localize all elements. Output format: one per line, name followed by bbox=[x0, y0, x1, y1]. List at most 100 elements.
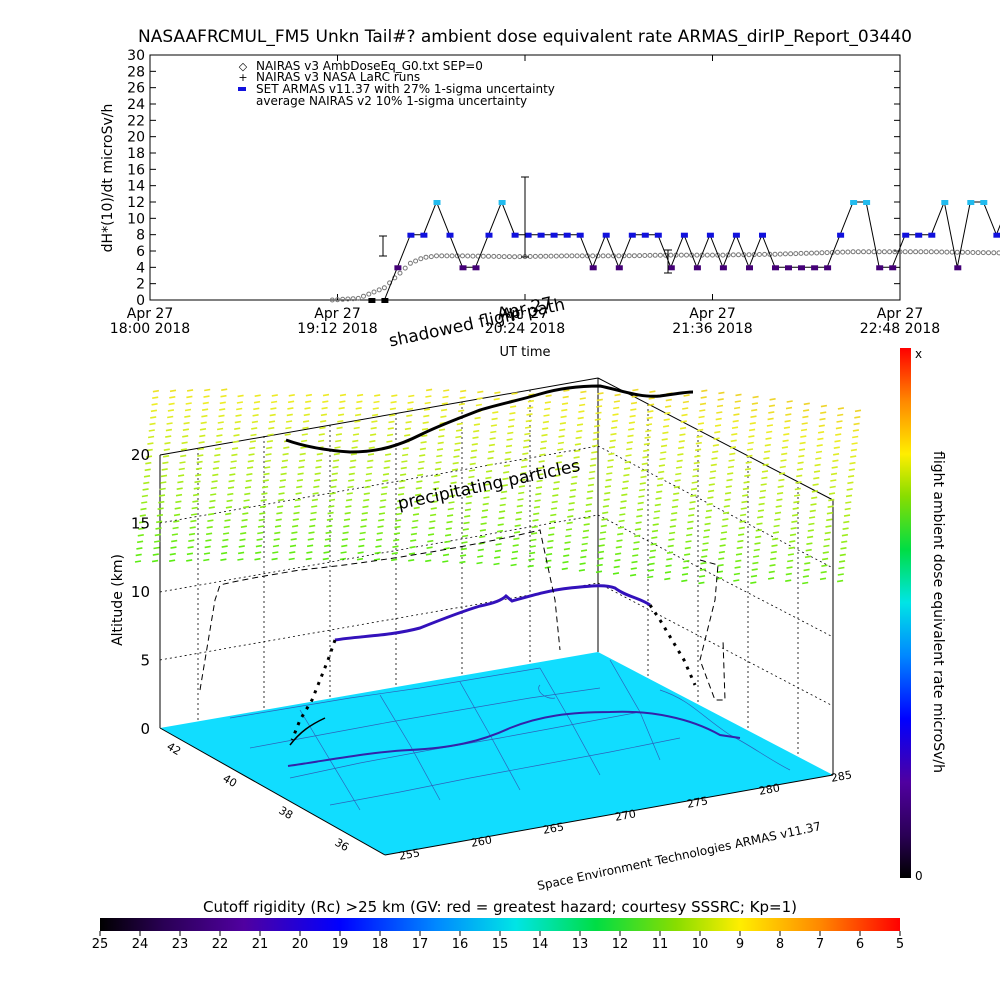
particle-mark bbox=[830, 479, 837, 482]
particle-mark bbox=[493, 397, 500, 401]
particle-mark bbox=[302, 426, 309, 430]
particle-mark bbox=[448, 501, 455, 504]
particle-mark bbox=[293, 511, 300, 515]
particle-mark bbox=[679, 426, 687, 430]
particle-mark bbox=[593, 424, 601, 428]
particle-mark bbox=[543, 414, 550, 417]
particle-mark bbox=[648, 397, 655, 400]
particle-mark bbox=[331, 472, 338, 476]
particle-mark bbox=[529, 545, 536, 548]
particle-mark bbox=[409, 545, 416, 549]
armas-point bbox=[550, 232, 558, 238]
particle-mark bbox=[837, 573, 844, 576]
particle-mark bbox=[619, 506, 627, 510]
particle-mark bbox=[737, 539, 744, 543]
particle-mark bbox=[548, 533, 555, 536]
particle-mark bbox=[691, 481, 698, 484]
armas-point bbox=[941, 200, 949, 205]
particle-mark bbox=[837, 407, 845, 410]
top-x-tick-label-time: 22:48 2018 bbox=[860, 321, 940, 337]
nairas-point bbox=[366, 291, 372, 297]
particle-mark bbox=[432, 487, 439, 490]
particle-mark bbox=[236, 401, 244, 404]
particle-mark bbox=[297, 472, 304, 476]
particle-mark bbox=[389, 407, 397, 411]
particle-mark bbox=[197, 447, 205, 451]
particle-mark bbox=[520, 465, 528, 469]
particle-mark bbox=[712, 444, 720, 447]
particle-mark bbox=[504, 457, 511, 461]
particle-mark bbox=[580, 549, 588, 552]
particle-mark bbox=[412, 513, 420, 516]
particle-mark bbox=[260, 499, 267, 502]
nairas-point bbox=[887, 249, 893, 255]
nairas-point bbox=[616, 253, 622, 259]
nairas-point bbox=[532, 253, 538, 259]
particle-mark bbox=[154, 533, 161, 537]
particle-mark bbox=[704, 522, 711, 526]
particle-mark bbox=[803, 568, 810, 572]
armas-point bbox=[589, 265, 597, 271]
particle-mark bbox=[700, 396, 707, 399]
particle-mark bbox=[435, 461, 442, 464]
particle-mark bbox=[720, 537, 727, 541]
bottom-colorbar-tick-label: 6 bbox=[856, 937, 864, 952]
particle-mark bbox=[417, 467, 424, 470]
particle-mark bbox=[820, 411, 827, 414]
particle-mark bbox=[608, 446, 616, 449]
nairas-point bbox=[590, 253, 596, 259]
particle-mark bbox=[167, 409, 175, 412]
particle-mark bbox=[339, 393, 347, 397]
particle-mark bbox=[718, 557, 725, 560]
particle-mark bbox=[309, 518, 317, 521]
particle-mark bbox=[491, 417, 498, 421]
particle-mark bbox=[320, 413, 328, 417]
nairas-point bbox=[970, 250, 976, 255]
particle-mark bbox=[274, 531, 281, 535]
particle-mark bbox=[490, 424, 498, 427]
particle-mark bbox=[833, 446, 840, 449]
particle-mark bbox=[752, 561, 759, 565]
particle-mark bbox=[686, 527, 694, 530]
particle-mark bbox=[374, 394, 381, 397]
particle-mark bbox=[522, 445, 530, 449]
particle-mark bbox=[699, 568, 706, 571]
particle-mark bbox=[507, 425, 515, 428]
top-y-tick-label: 10 bbox=[127, 211, 145, 227]
particle-mark bbox=[766, 424, 774, 427]
particle-mark bbox=[572, 469, 579, 472]
particle-mark bbox=[177, 480, 184, 484]
particle-mark bbox=[636, 508, 644, 511]
nairas-point bbox=[798, 250, 804, 256]
particle-mark bbox=[636, 514, 643, 518]
particle-mark bbox=[152, 553, 159, 556]
particle-mark bbox=[236, 407, 243, 411]
particle-mark bbox=[828, 498, 835, 502]
armas-point bbox=[407, 232, 415, 238]
particle-mark bbox=[425, 553, 433, 556]
particle-mark bbox=[842, 527, 849, 530]
particle-mark bbox=[281, 466, 288, 469]
particle-mark bbox=[736, 546, 743, 550]
particle-mark bbox=[178, 467, 185, 471]
nairas-point bbox=[756, 252, 762, 257]
particle-mark bbox=[506, 438, 513, 441]
particle-mark bbox=[324, 538, 332, 541]
particle-mark bbox=[378, 518, 385, 522]
particle-mark bbox=[416, 480, 423, 483]
particle-mark bbox=[734, 400, 741, 403]
particle-mark bbox=[846, 488, 853, 491]
nairas-point bbox=[918, 249, 924, 255]
particle-mark bbox=[640, 475, 647, 479]
nairas-point bbox=[413, 258, 419, 264]
particle-mark bbox=[589, 470, 596, 474]
particle-mark bbox=[382, 473, 390, 476]
particle-mark bbox=[546, 546, 553, 550]
top-y-tick-label: 14 bbox=[127, 179, 145, 195]
particle-mark bbox=[205, 532, 213, 536]
particle-mark bbox=[789, 540, 796, 543]
particle-mark bbox=[434, 467, 442, 471]
particle-mark bbox=[709, 476, 716, 480]
particle-mark bbox=[346, 492, 353, 495]
particle-mark bbox=[847, 481, 854, 485]
